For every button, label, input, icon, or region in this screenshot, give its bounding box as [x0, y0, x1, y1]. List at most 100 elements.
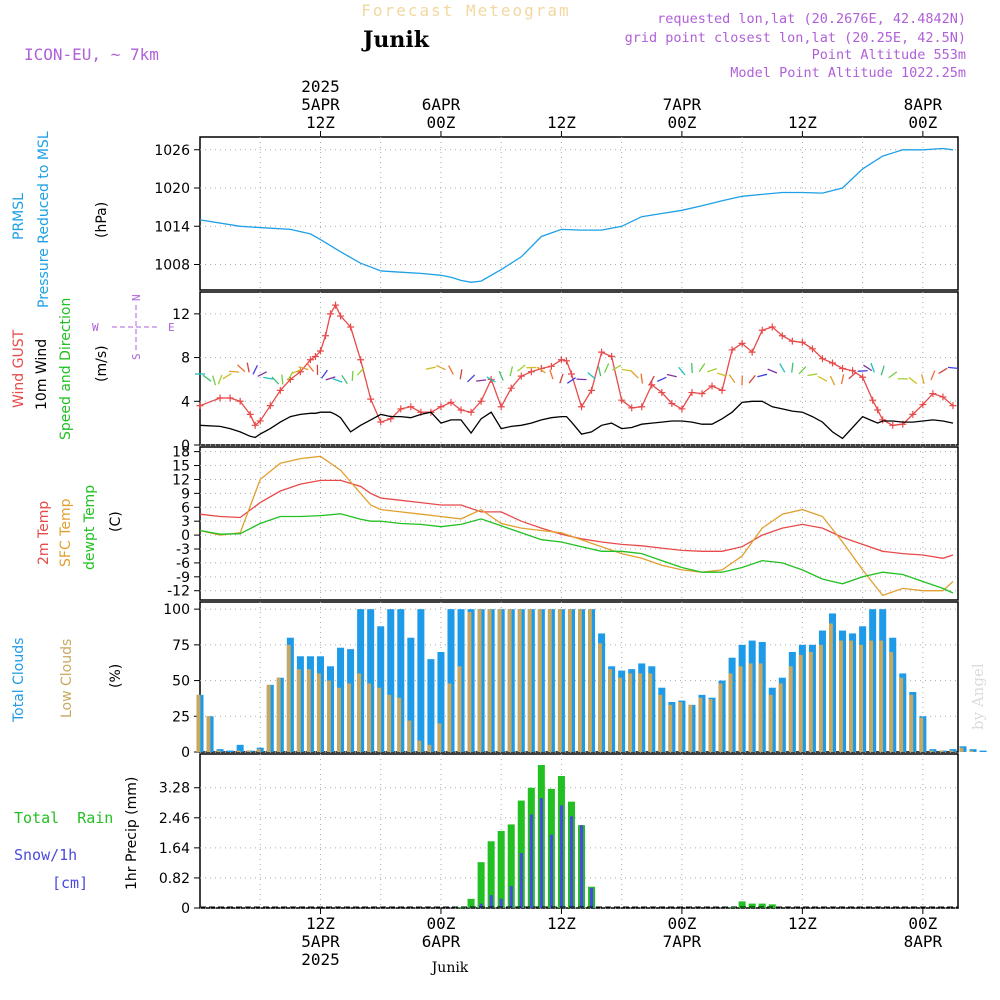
low-cloud-bar [417, 740, 422, 752]
wind-arrow [559, 373, 564, 384]
snow-bar [579, 825, 584, 908]
wind-10m-label: 10m Wind [34, 339, 50, 410]
wind-arrow [516, 364, 526, 372]
temp-dewpt-label: dewpt Temp [82, 485, 98, 570]
gust-marker [869, 396, 877, 404]
ytick-label: 3 [181, 514, 190, 530]
bottom-time-label: 12Z [306, 914, 335, 933]
rain-bar [467, 898, 475, 908]
rain-bar [477, 862, 485, 908]
wind-arrow [707, 368, 717, 373]
rain-bar [748, 903, 756, 908]
low-cloud-bar [648, 673, 653, 752]
wind-arrow [930, 370, 936, 381]
low-cloud-bar [457, 666, 462, 752]
wind-arrow [332, 378, 343, 383]
snow-bar [469, 907, 473, 908]
total-cloud-bar [236, 744, 244, 752]
gust-marker [367, 395, 375, 403]
snow-bar [489, 895, 493, 908]
gust-marker [236, 397, 244, 405]
pressure-label-prmsl: PRMSL [11, 193, 27, 240]
wind-arrow [666, 373, 677, 378]
snow-bar [589, 887, 594, 908]
wind-arrow [351, 370, 354, 381]
ytick-label: 25 [172, 709, 190, 725]
snow-bar [569, 816, 574, 908]
low-cloud-bar [266, 684, 271, 752]
gust-marker [658, 389, 666, 397]
low-cloud-bar [869, 640, 874, 752]
bottom-time-label: 7APR [663, 932, 702, 951]
chart-title: Forecast Meteogram [361, 1, 570, 20]
gust-marker [276, 386, 284, 394]
gust-marker [497, 403, 505, 411]
wind-arrow [257, 371, 267, 377]
low-cloud-bar [849, 640, 853, 752]
low-cloud-bar [818, 644, 823, 752]
compass-w: W [92, 321, 99, 334]
gust-marker [321, 332, 329, 340]
gust-marker [758, 326, 766, 334]
low-cloud-bar [588, 609, 592, 752]
gust-marker [457, 406, 465, 414]
wind-arrow [576, 378, 587, 381]
gust-marker [718, 386, 726, 394]
low-cloud-bar [246, 750, 251, 752]
wind-arrow [587, 372, 596, 380]
gust-marker [226, 394, 234, 402]
low-cloud-bar [327, 680, 331, 752]
snow-bar [529, 814, 533, 908]
gust-marker [266, 402, 274, 410]
wind-arrow [748, 374, 756, 384]
bottom-time-label: 5APR [301, 932, 340, 951]
low-cloud-bar [577, 609, 582, 752]
low-cloud-bar [939, 750, 944, 752]
ytick-label: 0.82 [159, 871, 190, 887]
gust-marker [316, 347, 324, 355]
wind-arrow [246, 362, 250, 373]
low-cloud-bar [547, 609, 552, 752]
wind-arrow [566, 377, 576, 384]
low-cloud-bar [859, 644, 863, 752]
wind-arrow [840, 374, 845, 385]
wind-arrow [202, 374, 212, 382]
wind-arrow [870, 362, 875, 373]
ytick-label: 1026 [154, 143, 190, 159]
gust-marker [588, 386, 596, 394]
gust-marker [618, 396, 626, 404]
low-cloud-bar [256, 749, 261, 752]
low-cloud-bar [788, 666, 793, 752]
gust-marker [377, 418, 385, 426]
low-cloud-bar [276, 677, 281, 752]
low-cloud-bar [608, 669, 612, 752]
wind-dir-label: Speed and Direction [58, 298, 74, 440]
snow-unit-label: [cm] [52, 874, 88, 892]
top-time-label: 12Z [306, 113, 335, 132]
total-rain-label: Total Rain [14, 809, 113, 827]
low-cloud-bar [537, 609, 542, 752]
wind-arrow [603, 363, 610, 373]
low-cloud-bar [286, 644, 291, 752]
cloud-panel: 0 25 50 75 100 [163, 601, 987, 761]
gust-marker [909, 410, 917, 418]
gust-marker [728, 346, 736, 354]
ytick-label: 50 [172, 674, 190, 690]
gust-marker [397, 405, 405, 413]
low-cloud-bar [778, 683, 783, 752]
ytick-label: 3.28 [159, 781, 190, 797]
low-cloud-bar [196, 694, 201, 752]
wind-arrow [252, 365, 258, 375]
wind-arrow [222, 372, 232, 380]
ytick-label: 18 [172, 445, 190, 461]
low-cloud-bar [236, 750, 241, 752]
low-cloud-bar [879, 640, 884, 752]
snow-bar [519, 853, 523, 908]
model-label: ICON-EU, ~ 7km [24, 45, 159, 64]
total-cloud-bar [447, 609, 455, 752]
gust-marker [778, 332, 786, 340]
low-cloud-bar [728, 673, 733, 752]
wind-arrow [281, 374, 284, 385]
total-cloud-bar [979, 750, 987, 752]
